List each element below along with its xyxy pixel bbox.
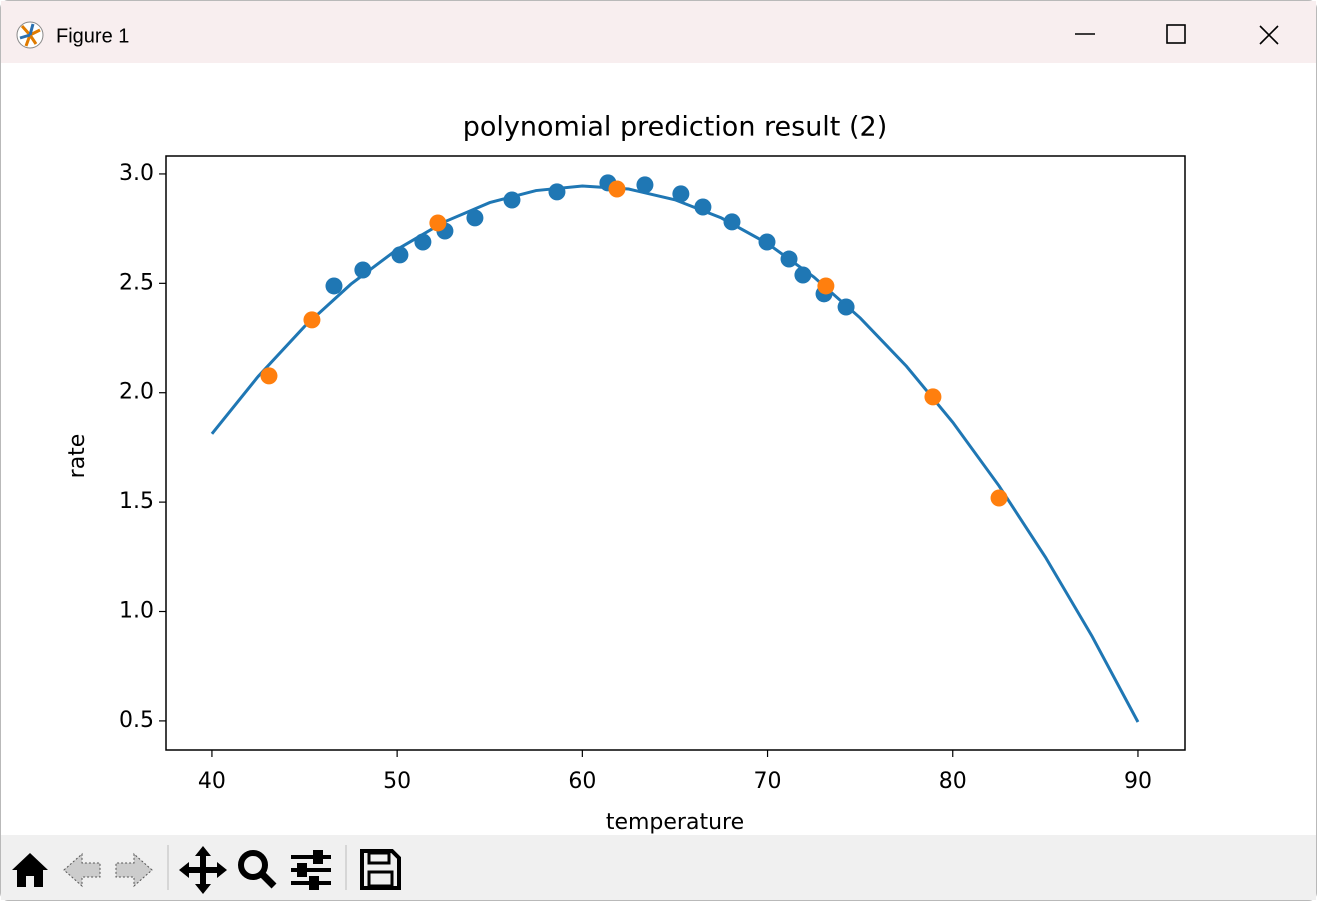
x-tick-label: 70 — [754, 769, 782, 794]
back-button[interactable] — [63, 852, 101, 888]
save-button[interactable] — [360, 849, 401, 890]
scatter-point — [723, 213, 741, 231]
app-icon — [16, 21, 44, 49]
x-tick-label: 80 — [939, 769, 967, 794]
scatter-point — [794, 266, 812, 284]
scatter-point — [780, 250, 798, 268]
zoom-button[interactable] — [238, 850, 277, 889]
scatter-point — [672, 185, 690, 203]
y-tick-label: 2.5 — [119, 270, 154, 295]
scatter-point — [354, 261, 372, 279]
y-tick-label: 1.5 — [119, 489, 154, 514]
y-axis-label: rate — [65, 434, 90, 479]
chart-title: polynomial prediction result (2) — [463, 112, 887, 143]
scatter-point — [924, 388, 942, 406]
pan-button[interactable] — [179, 846, 227, 894]
x-tick-label: 90 — [1124, 769, 1152, 794]
window-title: Figure 1 — [56, 25, 129, 47]
plot-frame — [165, 155, 1186, 751]
scatter-point — [694, 198, 712, 216]
figure: polynomial prediction result (2) tempera… — [65, 112, 1186, 835]
maximize-button[interactable] — [1166, 24, 1186, 44]
scatter-point — [990, 489, 1008, 507]
home-button[interactable] — [12, 853, 48, 887]
scatter-point — [548, 183, 566, 201]
y-tick-label: 3.0 — [119, 161, 154, 186]
scatter-point — [260, 367, 278, 385]
forward-button[interactable] — [115, 852, 153, 888]
scatter-point — [325, 277, 343, 295]
x-tick-label: 60 — [568, 769, 596, 794]
configure-button[interactable] — [291, 850, 331, 890]
scatter-point — [391, 246, 409, 264]
x-tick-label: 40 — [198, 769, 226, 794]
scatter-point — [758, 233, 776, 251]
y-tick-label: 1.0 — [119, 599, 154, 624]
close-button[interactable] — [1259, 25, 1279, 45]
title-bar — [1, 1, 1316, 63]
x-axis-label: temperature — [606, 810, 744, 835]
scatter-point — [636, 176, 654, 194]
scatter-point — [466, 209, 484, 227]
scatter-point — [429, 214, 447, 232]
scatter-point — [817, 277, 835, 295]
toolbar-icons — [12, 845, 401, 894]
x-tick-label: 50 — [383, 769, 411, 794]
scatter-point — [503, 191, 521, 209]
scatter-point — [608, 180, 626, 198]
y-tick-label: 2.0 — [119, 380, 154, 405]
scatter-point — [414, 233, 432, 251]
scatter-point — [303, 311, 321, 329]
scatter-point — [837, 298, 855, 316]
y-tick-label: 0.5 — [119, 708, 154, 733]
